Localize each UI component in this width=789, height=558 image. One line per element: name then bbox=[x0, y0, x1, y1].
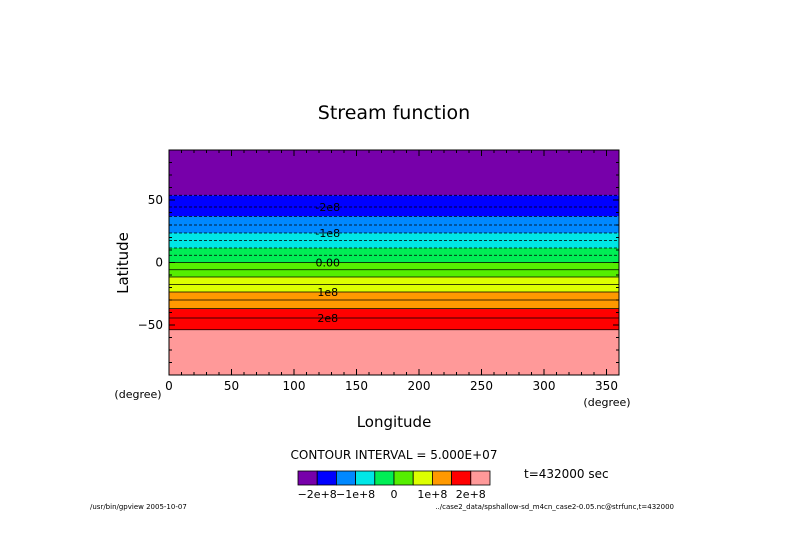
x-axis-label: Longitude bbox=[357, 413, 432, 431]
band-8 bbox=[169, 308, 619, 330]
x-tick-label: 150 bbox=[345, 379, 368, 393]
colorbar-swatch-8 bbox=[451, 470, 472, 486]
x-tick-label: 200 bbox=[408, 379, 431, 393]
colorbar-swatch-1 bbox=[316, 470, 337, 486]
contour-interval-label: CONTOUR INTERVAL = 5.000E+07 bbox=[291, 448, 498, 462]
colorbar-swatch-5 bbox=[393, 470, 414, 486]
colorbar-swatch-7 bbox=[431, 470, 452, 486]
y-tick-label: −50 bbox=[138, 318, 163, 332]
band-9 bbox=[169, 329, 619, 375]
plot-area: -2e8 -1e8 0.00 1e8 2e8 0 50 100 150 200 250 300 350 −… bbox=[138, 149, 620, 393]
x-tick-label: 250 bbox=[470, 379, 493, 393]
chart-title: Stream function bbox=[318, 102, 470, 124]
x-axis-unit: (degree) bbox=[583, 396, 630, 409]
x-tick-label: 100 bbox=[283, 379, 306, 393]
footer-right: ../case2_data/spshallow-sd_m4cn_case2-0.… bbox=[435, 503, 674, 511]
colorbar-label: −2e+8 bbox=[298, 488, 337, 501]
colorbar-swatch-6 bbox=[412, 470, 433, 486]
y-axis-unit: (degree) bbox=[114, 388, 161, 401]
colorbar-label: 0 bbox=[391, 488, 398, 501]
contour-label-15: 2e8 bbox=[317, 312, 338, 325]
contour-label-8: 0.00 bbox=[316, 257, 341, 270]
x-tick-label: 300 bbox=[533, 379, 556, 393]
x-tick-label: 50 bbox=[224, 379, 239, 393]
x-tick-label: 0 bbox=[165, 379, 173, 393]
y-tick-label: 50 bbox=[148, 193, 163, 207]
colorbar-swatch-2 bbox=[335, 470, 356, 486]
colorbar-swatch-4 bbox=[374, 470, 395, 486]
contour-label-4: -1e8 bbox=[315, 227, 340, 240]
contour-label-1: -2e8 bbox=[315, 201, 340, 214]
contour-label-12: 1e8 bbox=[317, 286, 338, 299]
band-0 bbox=[169, 150, 619, 196]
colorbar-label: 1e+8 bbox=[417, 488, 447, 501]
colorbar-swatch-3 bbox=[355, 470, 376, 486]
y-tick-label: 0 bbox=[155, 256, 163, 270]
footer-left: /usr/bin/gpview 2005-10-07 bbox=[90, 503, 187, 511]
y-axis-label: Latitude bbox=[114, 232, 132, 294]
colorbar-swatch-0 bbox=[297, 470, 318, 486]
colorbar-swatch-9 bbox=[470, 470, 491, 486]
time-label: t=432000 sec bbox=[524, 467, 609, 481]
colorbar-label: −1e+8 bbox=[336, 488, 375, 501]
band-1 bbox=[169, 195, 619, 217]
colorbar: −2e+8 −1e+8 0 1e+8 2e+8 bbox=[297, 470, 491, 501]
colorbar-label: 2e+8 bbox=[456, 488, 486, 501]
x-tick-label: 350 bbox=[595, 379, 618, 393]
